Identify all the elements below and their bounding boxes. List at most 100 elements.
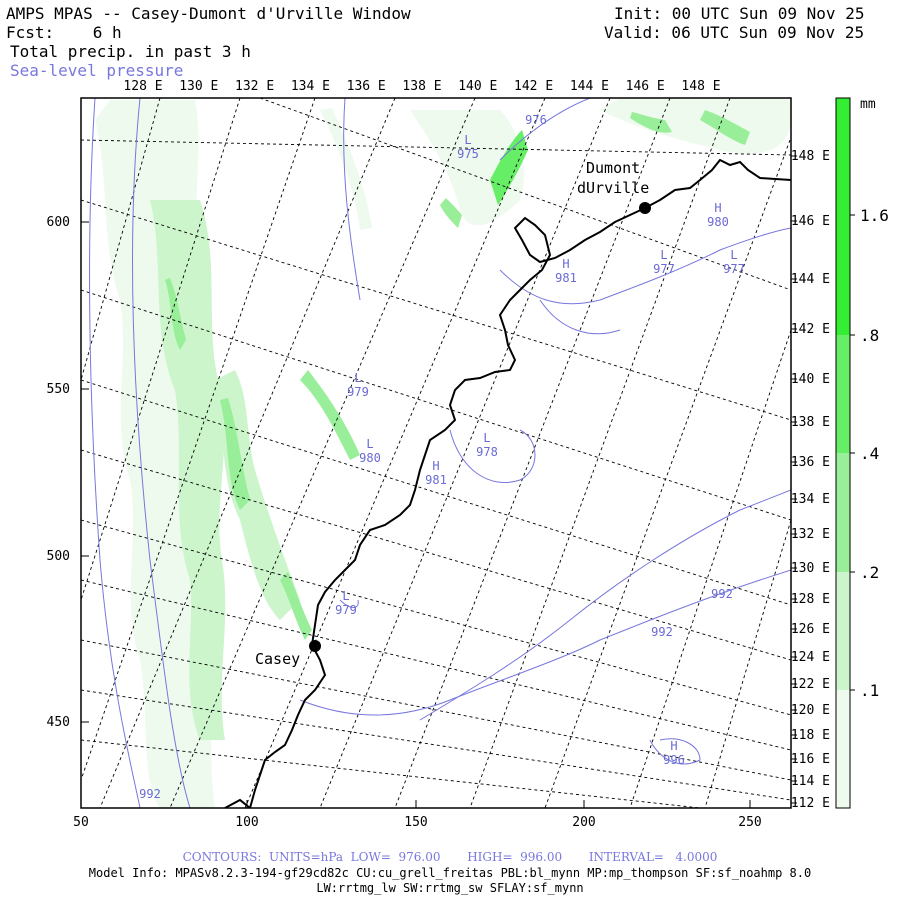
field-name: Total precip. in past 3 h (10, 42, 251, 61)
colorbar-label: 1.6 (860, 206, 889, 225)
top-lon-label: 146 E (626, 79, 665, 94)
pressure-value-label: 996 (663, 753, 685, 767)
right-lon-label: 140 E (791, 372, 830, 387)
pressure-value-label: 977 (723, 262, 745, 276)
colorbar-segment (836, 215, 850, 335)
right-longitude-labels: 148 E 146 E 144 E 142 E 140 E 138 E 136 E 134 E… (791, 149, 830, 811)
pressure-center-type: L (464, 133, 471, 147)
y-tick-label: 600 (47, 215, 70, 230)
colorbar-label: .1 (860, 681, 879, 700)
y-tick-label: 450 (47, 715, 70, 730)
top-lon-label: 144 E (570, 79, 609, 94)
pressure-center-type: L (483, 431, 490, 445)
station-dumont-marker (639, 202, 651, 214)
pressure-value-label: 980 (707, 215, 729, 229)
init-time: Init: 00 UTC Sun 09 Nov 25 (614, 4, 865, 23)
map-content (81, 98, 791, 808)
colorbar-segment (836, 335, 850, 453)
y-tick-label: 550 (47, 382, 70, 397)
colorbar-segment (836, 453, 850, 572)
colorbar-segment (836, 572, 850, 690)
x-tick-label: 250 (738, 815, 761, 830)
pressure-value-label: 976 (525, 113, 547, 127)
right-lon-label: 126 E (791, 622, 830, 637)
model-info-line1: Model Info: MPASv8.2.3-194-gf29cd82c CU:… (88, 866, 812, 880)
pressure-value-label: 980 (359, 451, 381, 465)
top-lon-label: 132 E (235, 79, 274, 94)
colorbar-label: .8 (860, 326, 879, 345)
x-tick-label: 50 (73, 815, 89, 830)
pressure-value-label: 977 (653, 262, 675, 276)
pressure-center-type: L (342, 589, 349, 603)
top-lon-label: 134 E (291, 79, 330, 94)
pressure-center-type: L (730, 248, 737, 262)
pressure-value-label: 992 (139, 787, 161, 801)
top-lon-label: 136 E (347, 79, 386, 94)
x-axis: 50 100 150 200 250 (73, 800, 762, 830)
valid-time: Valid: 06 UTC Sun 09 Nov 25 (604, 23, 865, 42)
right-lon-label: 138 E (791, 415, 830, 430)
right-lon-label: 128 E (791, 592, 830, 607)
right-lon-label: 118 E (791, 728, 830, 743)
colorbar-unit: mm (860, 97, 876, 112)
top-lon-label: 148 E (681, 79, 720, 94)
pressure-labels: L975976H980L977L977H981L979L980L978H981L… (139, 113, 745, 801)
colorbar-segment (836, 98, 850, 215)
station-dumont-label: Dumont (586, 159, 640, 177)
right-lon-label: 132 E (791, 527, 830, 542)
right-lon-label: 114 E (791, 774, 830, 789)
pressure-center-type: H (562, 257, 569, 271)
right-lon-label: 116 E (791, 752, 830, 767)
pressure-center-type: L (366, 437, 373, 451)
precip-shading (95, 98, 791, 808)
top-lon-label: 138 E (402, 79, 441, 94)
right-lon-label: 146 E (791, 214, 830, 229)
top-lon-label: 128 E (123, 79, 162, 94)
forecast-value: 6 h (92, 23, 122, 42)
pressure-value-label: 978 (476, 445, 498, 459)
x-tick-label: 200 (572, 815, 595, 830)
colorbar-label: .4 (860, 444, 879, 463)
station-casey-marker (309, 640, 321, 652)
overlay-name: Sea-level pressure (10, 61, 184, 80)
map-title: AMPS MPAS -- Casey-Dumont d'Urville Wind… (6, 4, 411, 23)
right-lon-label: 124 E (791, 650, 830, 665)
top-lon-label: 142 E (514, 79, 553, 94)
pressure-center-type: L (354, 371, 361, 385)
pressure-value-label: 981 (555, 271, 577, 285)
pressure-center-type: L (660, 248, 667, 262)
y-tick-label: 500 (47, 549, 70, 564)
forecast-key: Fcst: (6, 23, 55, 42)
top-longitude-labels: 128 E 130 E 132 E 134 E 136 E 138 E 140 E 142 E… (123, 79, 720, 94)
colorbar-label: .2 (860, 563, 879, 582)
x-tick-label: 150 (404, 815, 427, 830)
right-lon-label: 134 E (791, 492, 830, 507)
colorbar-segment (836, 690, 850, 808)
right-lon-label: 112 E (791, 796, 830, 811)
pressure-value-label: 979 (347, 385, 369, 399)
pressure-value-label: 992 (711, 587, 733, 601)
model-info-line2: LW:rrtmg_lw SW:rrtmg_sw SFLAY:sf_mynn (316, 881, 584, 895)
pressure-center-type: H (670, 739, 677, 753)
right-lon-label: 120 E (791, 703, 830, 718)
forecast-label: Fcst: 6 h (6, 24, 122, 42)
pressure-value-label: 981 (425, 473, 447, 487)
x-tick-label: 100 (235, 815, 258, 830)
right-lon-label: 142 E (791, 322, 830, 337)
right-lon-label: 136 E (791, 455, 830, 470)
map-frame (80, 97, 792, 809)
top-lon-label: 130 E (179, 79, 218, 94)
right-lon-label: 122 E (791, 677, 830, 692)
contour-info: CONTOURS: UNITS=hPa LOW= 976.00 HIGH= 99… (182, 850, 718, 864)
pressure-value-label: 979 (335, 603, 357, 617)
isobars (89, 98, 791, 808)
right-lon-label: 144 E (791, 272, 830, 287)
right-lon-label: 148 E (791, 149, 830, 164)
y-axis: 450 500 550 600 (47, 215, 89, 730)
station-casey-label: Casey (255, 650, 300, 668)
right-lon-label: 130 E (791, 561, 830, 576)
pressure-center-type: H (714, 201, 721, 215)
station-durville-label: dUrville (577, 179, 649, 197)
pressure-value-label: 992 (651, 625, 673, 639)
